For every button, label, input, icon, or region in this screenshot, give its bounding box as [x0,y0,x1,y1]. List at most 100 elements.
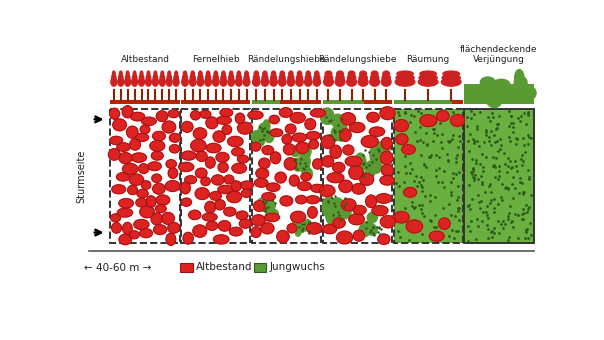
Ellipse shape [382,74,390,81]
Ellipse shape [170,144,179,153]
Ellipse shape [381,78,391,86]
Ellipse shape [394,120,408,132]
Ellipse shape [309,140,318,149]
Ellipse shape [207,71,210,76]
Text: Altbestand: Altbestand [120,55,170,64]
Ellipse shape [156,111,168,121]
Ellipse shape [442,74,460,81]
Ellipse shape [213,235,229,244]
Ellipse shape [257,127,266,140]
Ellipse shape [218,162,228,172]
Ellipse shape [301,160,309,174]
Ellipse shape [168,168,178,178]
Ellipse shape [243,78,250,86]
Ellipse shape [174,74,178,81]
Ellipse shape [403,188,417,197]
Ellipse shape [139,164,149,173]
Ellipse shape [167,74,172,81]
Ellipse shape [496,85,507,97]
Ellipse shape [288,74,294,81]
Ellipse shape [327,173,344,183]
Ellipse shape [263,120,270,133]
Ellipse shape [331,126,344,140]
Ellipse shape [314,74,320,81]
Ellipse shape [297,74,303,81]
Ellipse shape [108,149,120,160]
Ellipse shape [240,181,254,189]
Ellipse shape [365,195,377,207]
Ellipse shape [206,117,218,129]
Ellipse shape [336,122,347,136]
Ellipse shape [262,192,275,201]
Ellipse shape [141,181,151,189]
Ellipse shape [245,71,248,76]
Ellipse shape [349,71,355,76]
Ellipse shape [419,74,437,81]
Ellipse shape [230,71,233,76]
Ellipse shape [120,71,122,76]
Ellipse shape [323,198,333,217]
Ellipse shape [188,210,201,220]
Ellipse shape [248,111,263,119]
Ellipse shape [148,162,161,171]
Ellipse shape [137,189,148,198]
Ellipse shape [262,146,274,155]
Ellipse shape [254,178,268,187]
Bar [180,262,193,272]
Ellipse shape [196,168,207,178]
Ellipse shape [244,74,249,81]
Ellipse shape [205,157,215,168]
Ellipse shape [324,74,333,81]
Ellipse shape [237,122,252,134]
Ellipse shape [339,129,351,141]
Ellipse shape [291,113,305,123]
Ellipse shape [350,122,365,133]
Ellipse shape [321,113,335,124]
Ellipse shape [321,135,335,149]
Ellipse shape [173,78,179,86]
Ellipse shape [279,74,285,81]
Ellipse shape [496,91,513,103]
Ellipse shape [266,183,280,191]
Ellipse shape [215,200,225,210]
Ellipse shape [111,214,121,222]
Ellipse shape [135,134,149,141]
Ellipse shape [271,71,275,76]
Ellipse shape [222,125,231,135]
Ellipse shape [168,110,179,118]
Bar [111,108,179,243]
Ellipse shape [331,114,344,128]
Ellipse shape [132,78,138,86]
Ellipse shape [336,123,347,141]
Text: Altbestand: Altbestand [196,262,252,272]
Ellipse shape [279,108,292,117]
Ellipse shape [168,222,180,233]
Ellipse shape [126,74,130,81]
Ellipse shape [341,199,356,211]
Ellipse shape [122,106,133,118]
Ellipse shape [200,110,211,118]
Ellipse shape [205,74,211,81]
Ellipse shape [295,227,301,236]
Ellipse shape [280,196,293,206]
Ellipse shape [330,198,345,218]
Ellipse shape [152,78,158,86]
Ellipse shape [288,78,295,86]
Ellipse shape [113,119,126,131]
Ellipse shape [451,114,464,126]
Ellipse shape [323,203,336,217]
Ellipse shape [151,213,162,225]
Ellipse shape [514,76,527,89]
Ellipse shape [282,134,292,144]
Bar [252,100,280,104]
Ellipse shape [339,180,353,192]
Ellipse shape [363,223,375,234]
Ellipse shape [330,145,341,158]
Ellipse shape [381,151,393,165]
Ellipse shape [370,151,384,164]
Ellipse shape [519,86,536,100]
Ellipse shape [419,78,438,86]
Ellipse shape [323,224,336,234]
Ellipse shape [206,143,221,153]
Ellipse shape [132,74,137,81]
